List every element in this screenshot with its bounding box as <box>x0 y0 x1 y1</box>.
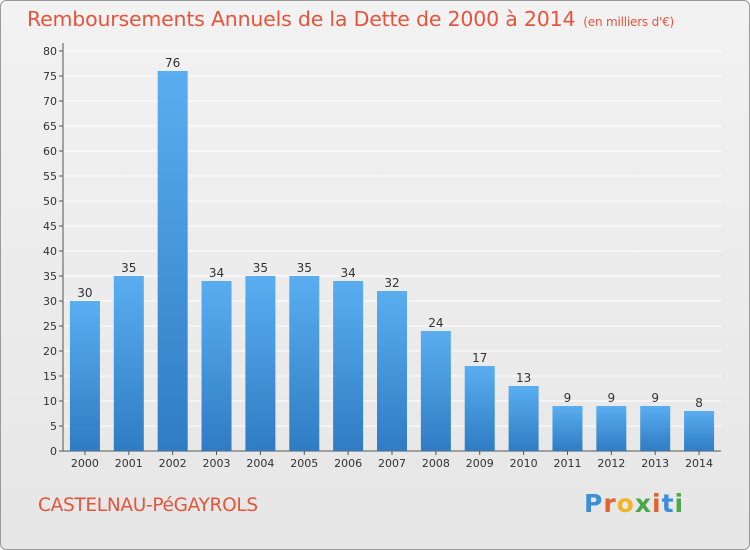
data-label-2013: 9 <box>651 391 659 405</box>
data-label-2006: 34 <box>340 266 355 280</box>
y-tick-label: 0 <box>50 445 57 458</box>
y-tick-label: 55 <box>43 170 57 183</box>
data-label-2009: 17 <box>472 351 487 365</box>
x-tick-label-2007: 2007 <box>378 457 406 470</box>
bar-2010 <box>508 386 539 451</box>
y-tick-label: 5 <box>50 420 57 433</box>
bar-2013 <box>640 406 671 451</box>
y-tick-label: 10 <box>43 395 57 408</box>
x-tick-label-2005: 2005 <box>290 457 318 470</box>
logo-letter: r <box>603 489 617 518</box>
y-tick-label: 50 <box>43 195 57 208</box>
y-tick-label: 75 <box>43 70 57 83</box>
data-label-2014: 8 <box>695 396 703 410</box>
data-label-2000: 30 <box>77 286 92 300</box>
bar-2000 <box>69 301 100 451</box>
chart-title: Remboursements Annuels de la Dette de 20… <box>27 7 674 31</box>
logo-letter: P <box>584 489 604 518</box>
chart-title-text: Remboursements Annuels de la Dette de 20… <box>27 7 576 31</box>
x-tick-label-2010: 2010 <box>510 457 538 470</box>
bar-2007 <box>377 291 407 451</box>
x-tick-label-2011: 2011 <box>553 457 581 470</box>
bar-2004 <box>245 276 276 451</box>
x-tick-label-2001: 2001 <box>115 457 143 470</box>
y-tick-label: 15 <box>43 370 57 383</box>
y-tick-label: 35 <box>43 270 57 283</box>
bar-2012 <box>596 406 627 451</box>
x-tick-label-2008: 2008 <box>422 457 450 470</box>
bar-2008 <box>420 331 451 451</box>
x-tick-label-2009: 2009 <box>466 457 494 470</box>
labels: 0 5 10 15 20 25 30 35 40 45 50 55 60 65 70 75 80 30 2000 35… <box>43 45 713 470</box>
logo-letter: o <box>616 489 635 518</box>
data-label-2010: 13 <box>516 371 531 385</box>
x-tick-label-2012: 2012 <box>597 457 625 470</box>
data-label-2011: 9 <box>564 391 572 405</box>
data-label-2001: 35 <box>121 261 136 275</box>
y-tick-label: 25 <box>43 320 57 333</box>
x-tick-label-2002: 2002 <box>159 457 187 470</box>
data-label-2012: 9 <box>608 391 616 405</box>
bar-2006 <box>333 281 364 451</box>
y-tick-label: 30 <box>43 295 57 308</box>
y-tick-label: 65 <box>43 120 57 133</box>
bar-2009 <box>464 366 495 451</box>
logo-letter: i <box>652 489 662 518</box>
bars <box>69 71 715 451</box>
x-tick-label-2013: 2013 <box>641 457 669 470</box>
data-label-2008: 24 <box>428 316 443 330</box>
bar-2011 <box>552 406 583 451</box>
y-tick-label: 20 <box>43 345 57 358</box>
data-label-2003: 34 <box>209 266 224 280</box>
data-label-2002: 76 <box>165 56 180 70</box>
chart-unit: (en milliers d'€) <box>583 15 675 29</box>
y-tick-label: 70 <box>43 95 57 108</box>
x-tick-label-2004: 2004 <box>246 457 274 470</box>
bar-2002 <box>157 71 188 451</box>
data-label-2007: 32 <box>384 276 399 290</box>
proxiti-logo: Proxiti <box>584 489 684 518</box>
bar-2003 <box>201 281 232 451</box>
x-tick-label-2006: 2006 <box>334 457 362 470</box>
x-tick-label-2000: 2000 <box>71 457 99 470</box>
logo-letter: x <box>634 489 652 518</box>
commune-name: CASTELNAU-PéGAYROLS <box>38 495 258 516</box>
bar-2014 <box>684 411 715 451</box>
data-label-2005: 35 <box>297 261 312 275</box>
x-tick-label-2014: 2014 <box>685 457 713 470</box>
y-tick-label: 60 <box>43 145 57 158</box>
bar-2005 <box>289 276 320 451</box>
bar-2001 <box>113 276 144 451</box>
y-tick-label: 40 <box>43 245 57 258</box>
logo-letter: i <box>674 489 685 518</box>
data-label-2004: 35 <box>253 261 268 275</box>
y-tick-label: 80 <box>43 45 57 58</box>
logo-letter: t <box>661 489 675 518</box>
x-tick-label-2003: 2003 <box>203 457 231 470</box>
y-tick-label: 45 <box>43 220 57 233</box>
